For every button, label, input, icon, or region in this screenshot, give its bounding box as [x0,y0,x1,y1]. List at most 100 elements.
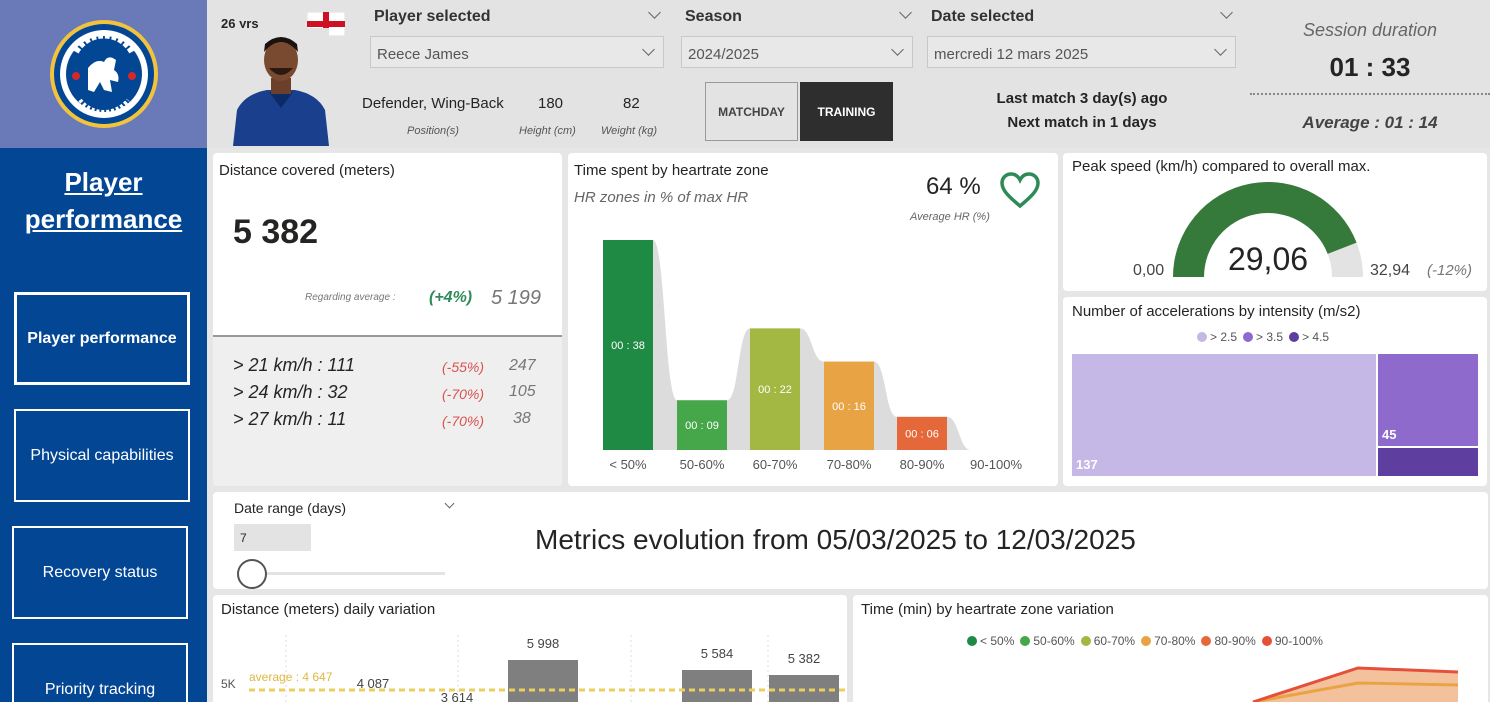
speed-row-24-pct: (-70%) [442,386,485,402]
hr-zone-bar[interactable] [750,328,800,450]
hr-zone-category: 60-70% [753,457,798,472]
hr-zone-bar[interactable] [677,400,727,450]
gauge-max: 32,94 [1370,262,1411,279]
hr-zone-category: 70-80% [827,457,872,472]
season-select-value: 2024/2025 [688,46,759,63]
position-caption: Position(s) [407,125,459,137]
season-label: Season [685,8,742,25]
peak-speed-title: Peak speed (km/h) compared to overall ma… [1072,158,1371,175]
session-duration-label: Session duration [1302,20,1438,40]
hr-variation-legend-item[interactable]: 70-80% [1141,634,1195,648]
date-selected-label: Date selected [931,8,1035,25]
distance-value: 5 382 [233,213,319,251]
weight-caption: Weight (kg) [601,125,658,137]
season-filter-chevron-icon[interactable] [899,6,912,19]
hr-variation-chart [1252,666,1459,702]
player-filter-chevron-icon[interactable] [648,6,661,19]
heartrate-card: Time spent by heartrate zone HR zones in… [568,153,1058,486]
next-match-text: Next match in 1 days [1007,114,1157,131]
gauge-value: 29,06 [1227,241,1309,277]
distance-bar-label: 5 998 [527,636,560,651]
hr-zone-bar-label: 00 : 22 [758,384,792,396]
hr-zone-bar-label: 00 : 38 [611,340,645,352]
hr-line-90-100 [1252,666,1459,702]
hr-variation-legend-item[interactable]: < 50% [967,634,1014,648]
session-average: Average : 01 : 14 [1302,113,1438,132]
date-range-chevron-icon[interactable] [444,498,455,509]
hr-variation-legend-item[interactable]: 50-60% [1020,634,1075,648]
nav-player-performance[interactable]: Player performance [14,292,190,385]
distance-variation-title: Distance (meters) daily variation [221,601,436,618]
accel-legend-item[interactable]: > 3.5 [1243,330,1283,344]
hr-zone-bar[interactable] [897,416,947,450]
gauge-pct: (-12%) [1427,262,1473,279]
date-select-value: mercredi 12 mars 2025 [934,46,1089,63]
header-bar: 26 yrs Player selected Reece James Seaso… [207,0,1490,148]
peak-speed-card: Peak speed (km/h) compared to overall ma… [1063,153,1487,291]
heart-icon [1000,172,1040,209]
hr-variation-legend-item[interactable]: 90-100% [1261,634,1323,648]
hr-zone-bar-label: 00 : 16 [832,401,866,413]
date-select[interactable]: mercredi 12 mars 2025 [927,36,1236,68]
distance-bar[interactable] [508,660,578,702]
hr-zone-bar[interactable] [603,240,653,450]
date-range-input[interactable]: 7 [234,524,311,551]
date-filter-chevron-icon[interactable] [1220,6,1233,19]
date-range-slider-handle[interactable] [237,559,267,589]
accelerations-card: Number of accelerations by intensity (m/… [1063,297,1487,486]
sidebar-title: Player performance [24,167,183,234]
player-select[interactable]: Reece James [370,36,664,68]
distance-variation-chart: 5K 4 087 3 614 5 998 5 584 5 382 average : 4 6… [221,635,847,702]
nav-priority-tracking[interactable]: Priority tracking [12,643,188,702]
nav-recovery-status[interactable]: Recovery status [12,526,188,619]
accel-block-3-5[interactable]: 45 [1378,354,1478,446]
accel-legend-item[interactable]: > 2.5 [1197,330,1237,344]
speed-threshold-panel: > 21 km/h : 111 (-55%) 247 > 24 km/h : 3… [213,335,562,486]
accel-block-2-5[interactable]: 137 [1072,354,1376,476]
hr-line-70-80 [1252,681,1459,702]
hr-variation-legend-item[interactable]: 80-90% [1201,634,1256,648]
nav-physical-capabilities[interactable]: Physical capabilities [14,409,190,502]
player-photo [233,28,329,146]
date-range-slider-track[interactable] [250,572,445,575]
heartrate-ribbon [603,240,1021,450]
accel-block-4-5[interactable] [1378,448,1478,476]
gauge-min: 0,00 [1133,262,1165,279]
training-toggle[interactable]: TRAINING [800,82,893,141]
accelerations-legend: > 2.5 > 3.5 > 4.5 [1197,330,1329,344]
regarding-average-label: Regarding average : [305,292,396,303]
speed-row-27-avg: 38 [513,410,531,427]
hr-zone-category: 50-60% [680,457,725,472]
accelerations-title: Number of accelerations by intensity (m/… [1072,303,1361,320]
hr-zone-category: 90-100% [970,457,1022,472]
hr-zone-bar[interactable] [824,361,874,450]
club-logo-panel [0,0,207,148]
distance-bar-label: 5 382 [788,651,821,666]
distance-variation-card: Distance (meters) daily variation 5K 4 08… [213,595,847,702]
hr-variation-legend: < 50% 50-60% 60-70% 70-80% 80-90% 90-100% [967,634,1323,648]
season-select[interactable]: 2024/2025 [681,36,913,68]
peak-speed-gauge [1173,181,1363,277]
distance-bar[interactable] [682,670,752,702]
regarding-average-value: 5 199 [491,287,542,309]
y-tick-label: 5K [221,677,236,691]
metrics-evolution-title: Metrics evolution from 05/03/2025 to 12/… [535,524,1136,555]
average-line-label: average : 4 647 [249,670,333,684]
hr-variation-legend-item[interactable]: 60-70% [1080,634,1135,648]
gauge-fill [1173,181,1357,277]
distance-title: Distance covered (meters) [219,162,395,179]
hr-variation-title: Time (min) by heartrate zone variation [861,601,1114,618]
heartrate-zone-chart: 00 : 38 < 50% 00 : 09 50-60% 00 : 22 60-70% 00… [603,240,1022,472]
session-duration-value: 01 : 33 [1329,52,1411,82]
player-select-value: Reece James [377,46,469,63]
chevron-down-icon [891,43,904,56]
matchday-toggle[interactable]: MATCHDAY [705,82,798,141]
distance-bar-label: 3 614 [441,690,474,702]
player-age: 26 yrs [221,16,259,31]
distance-bar-label: 5 584 [701,646,734,661]
height-caption: Height (cm) [519,125,576,137]
speed-row-24-label: > 24 km/h : 32 [233,382,348,402]
speed-row-21-pct: (-55%) [442,359,485,375]
accel-legend-item[interactable]: > 4.5 [1289,330,1329,344]
average-hr-value: 64 % [926,173,981,200]
